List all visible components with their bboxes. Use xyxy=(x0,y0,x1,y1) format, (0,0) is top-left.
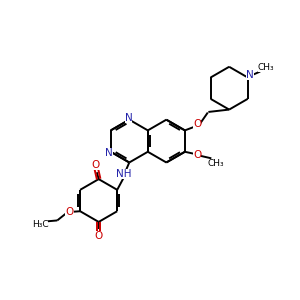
Text: CH₃: CH₃ xyxy=(258,63,274,72)
Text: O: O xyxy=(193,119,202,129)
Text: CH₃: CH₃ xyxy=(208,159,224,168)
Text: N: N xyxy=(124,112,132,123)
Text: O: O xyxy=(193,150,202,160)
Text: O: O xyxy=(92,160,100,170)
Text: H₃C: H₃C xyxy=(32,220,48,229)
Text: O: O xyxy=(94,231,103,241)
Text: N: N xyxy=(246,70,254,80)
Text: N: N xyxy=(105,148,112,158)
Text: NH: NH xyxy=(116,169,132,179)
Text: O: O xyxy=(65,207,74,217)
